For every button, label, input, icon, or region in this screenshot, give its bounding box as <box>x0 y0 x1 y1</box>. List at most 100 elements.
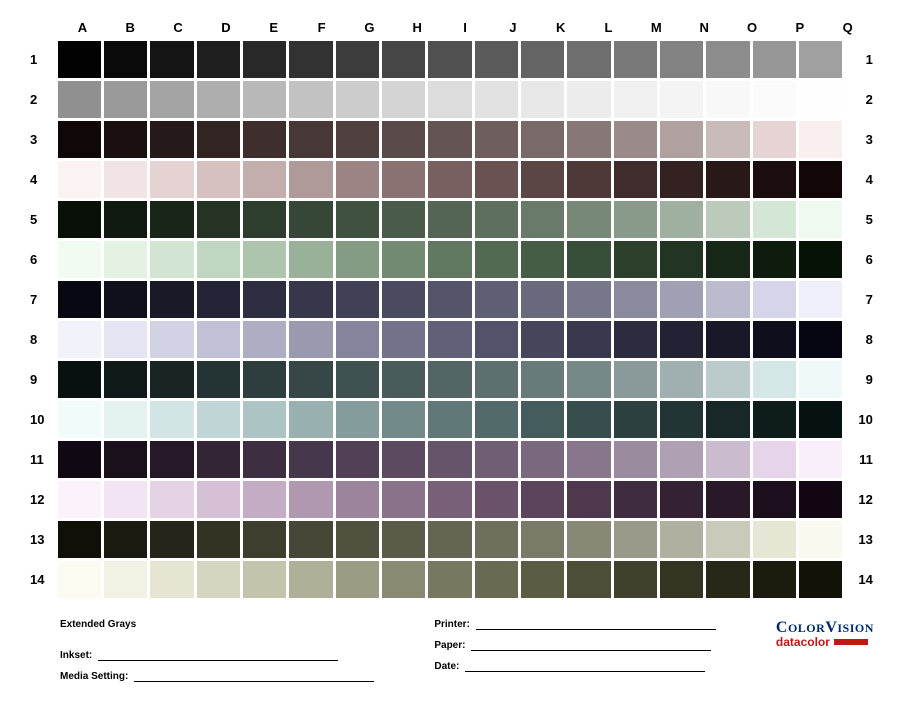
color-swatch <box>567 361 610 398</box>
color-swatch <box>660 441 703 478</box>
footer-label: Date: <box>434 661 459 672</box>
row-label-right: 1 <box>845 52 873 67</box>
logo-text: ISION <box>837 621 874 635</box>
color-swatch <box>521 121 564 158</box>
color-swatch <box>150 521 193 558</box>
row-label-left: 14 <box>30 572 58 587</box>
color-swatch <box>289 81 332 118</box>
color-swatch <box>475 401 518 438</box>
color-swatch <box>660 321 703 358</box>
color-swatch <box>428 521 471 558</box>
color-swatch <box>614 81 657 118</box>
color-swatch <box>289 521 332 558</box>
color-swatch <box>197 361 240 398</box>
color-swatch <box>289 561 332 598</box>
color-swatch <box>799 41 842 78</box>
color-swatch <box>428 561 471 598</box>
column-header: C <box>156 20 201 41</box>
color-swatch <box>382 521 425 558</box>
color-swatch <box>104 241 147 278</box>
color-swatch <box>521 441 564 478</box>
color-swatch <box>706 321 749 358</box>
color-swatch <box>753 561 796 598</box>
color-swatch <box>336 81 379 118</box>
swatch-rows: 11223344556677889910101111121213131414 <box>30 41 873 601</box>
color-swatch <box>382 41 425 78</box>
row-label-left: 1 <box>30 52 58 67</box>
color-swatch <box>243 121 286 158</box>
color-swatch <box>382 161 425 198</box>
color-swatch <box>197 161 240 198</box>
color-swatch <box>58 521 101 558</box>
color-swatch <box>706 561 749 598</box>
color-swatch <box>428 201 471 238</box>
color-swatch <box>104 161 147 198</box>
color-swatch <box>197 281 240 318</box>
color-swatch <box>799 321 842 358</box>
color-swatch <box>660 41 703 78</box>
color-swatch <box>706 41 749 78</box>
color-swatch <box>567 481 610 518</box>
swatch-row: 88 <box>30 321 873 358</box>
color-swatch <box>521 401 564 438</box>
color-swatch <box>799 121 842 158</box>
color-swatch <box>150 201 193 238</box>
row-label-left: 3 <box>30 132 58 147</box>
row-label-left: 5 <box>30 212 58 227</box>
color-swatch <box>197 241 240 278</box>
footer-right-column: Printer: Paper: Date: <box>434 619 716 672</box>
color-swatch <box>289 161 332 198</box>
color-swatch <box>104 81 147 118</box>
color-swatch <box>58 361 101 398</box>
color-swatch <box>243 281 286 318</box>
color-swatch <box>336 321 379 358</box>
color-swatch <box>660 121 703 158</box>
row-label-right: 11 <box>845 452 873 467</box>
footer-blank-line <box>98 650 338 661</box>
row-label-left: 7 <box>30 292 58 307</box>
color-swatch <box>104 561 147 598</box>
color-swatch <box>753 481 796 518</box>
color-swatch <box>428 281 471 318</box>
color-swatch <box>428 121 471 158</box>
color-swatch <box>382 481 425 518</box>
swatch-row: 77 <box>30 281 873 318</box>
color-swatch <box>567 161 610 198</box>
color-swatch <box>521 41 564 78</box>
color-swatch <box>104 41 147 78</box>
color-swatch <box>614 561 657 598</box>
color-swatch <box>289 321 332 358</box>
color-swatch <box>243 241 286 278</box>
color-swatch <box>706 241 749 278</box>
color-swatch <box>150 481 193 518</box>
color-swatch <box>243 441 286 478</box>
footer-blank-line <box>134 671 374 682</box>
color-swatch <box>428 441 471 478</box>
color-swatch <box>382 281 425 318</box>
color-swatch <box>58 201 101 238</box>
swatch-row: 66 <box>30 241 873 278</box>
footer-blank-line <box>465 661 705 672</box>
row-label-right: 2 <box>845 92 873 107</box>
color-swatch <box>243 321 286 358</box>
color-swatch <box>243 521 286 558</box>
swatch-row: 44 <box>30 161 873 198</box>
row-label-left: 10 <box>30 412 58 427</box>
color-swatch <box>336 241 379 278</box>
color-swatch <box>428 321 471 358</box>
color-swatch <box>475 241 518 278</box>
color-swatch <box>567 321 610 358</box>
row-label-right: 9 <box>845 372 873 387</box>
row-label-left: 12 <box>30 492 58 507</box>
color-swatch <box>706 281 749 318</box>
column-header: D <box>203 20 248 41</box>
color-swatch <box>336 521 379 558</box>
color-swatch <box>336 561 379 598</box>
column-header: N <box>682 20 727 41</box>
color-swatch <box>614 401 657 438</box>
column-header: E <box>251 20 296 41</box>
swatch-row: 11 <box>30 41 873 78</box>
color-swatch <box>428 401 471 438</box>
color-swatch <box>475 561 518 598</box>
color-swatch <box>150 561 193 598</box>
